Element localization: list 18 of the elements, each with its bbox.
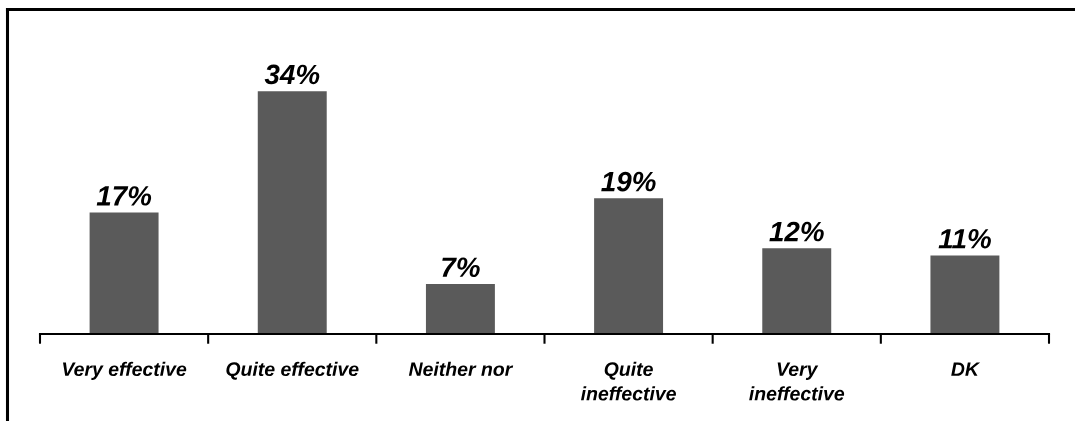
x-tick-label: Very effective	[63, 361, 187, 380]
data-label: 17%	[96, 186, 152, 206]
bar	[762, 248, 832, 334]
x-tick-label: Quite ineffective	[581, 361, 676, 401]
data-label: 11%	[938, 229, 991, 249]
x-tick-label: Neither nor	[408, 361, 514, 377]
x-tick-label: Very ineffective	[749, 362, 845, 401]
bar	[257, 91, 327, 334]
data-label: 34%	[264, 64, 320, 85]
data-label: 19%	[601, 171, 656, 192]
x-tick-label: DK	[951, 362, 981, 376]
bar	[594, 198, 664, 334]
data-label: 7%	[442, 257, 480, 278]
bar	[930, 255, 1000, 334]
x-tick-label: Quite effective	[226, 361, 359, 380]
data-label: 12%	[769, 221, 824, 242]
bar	[89, 212, 159, 334]
bar	[425, 284, 495, 334]
